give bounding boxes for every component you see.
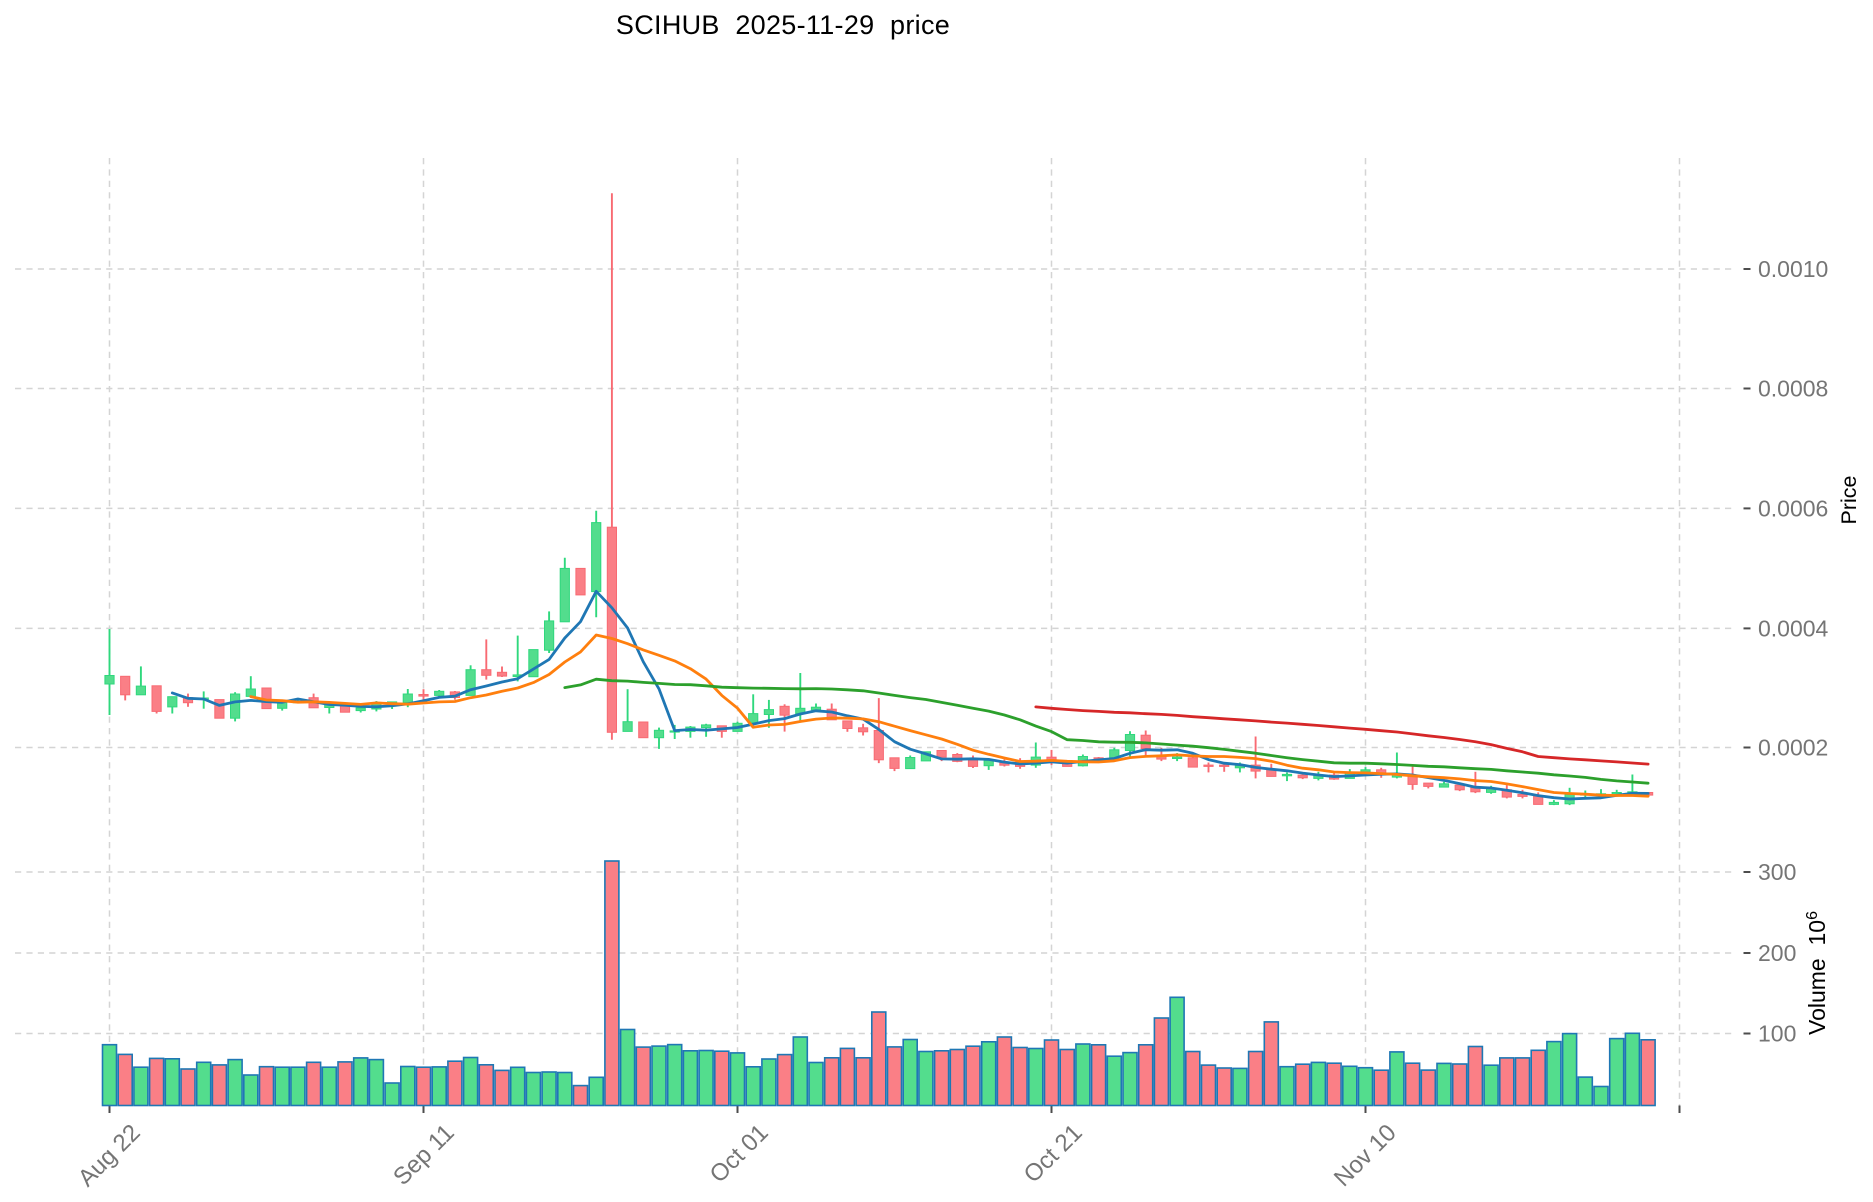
svg-text:0.0004: 0.0004 bbox=[1758, 615, 1829, 641]
svg-text:0.0006: 0.0006 bbox=[1758, 495, 1828, 521]
svg-text:Price: Price bbox=[1837, 476, 1861, 525]
svg-text:100: 100 bbox=[1758, 1021, 1796, 1047]
svg-text:0.0008: 0.0008 bbox=[1758, 376, 1828, 402]
svg-text:SCIHUB 2025-11-29 price: SCIHUB 2025-11-29 price bbox=[616, 10, 950, 40]
svg-text:0.0002: 0.0002 bbox=[1758, 735, 1828, 761]
svg-text:0.0010: 0.0010 bbox=[1758, 256, 1828, 282]
svg-text:200: 200 bbox=[1758, 940, 1796, 966]
svg-text:Volume 106: Volume 106 bbox=[1804, 911, 1831, 1035]
svg-text:300: 300 bbox=[1758, 859, 1796, 885]
